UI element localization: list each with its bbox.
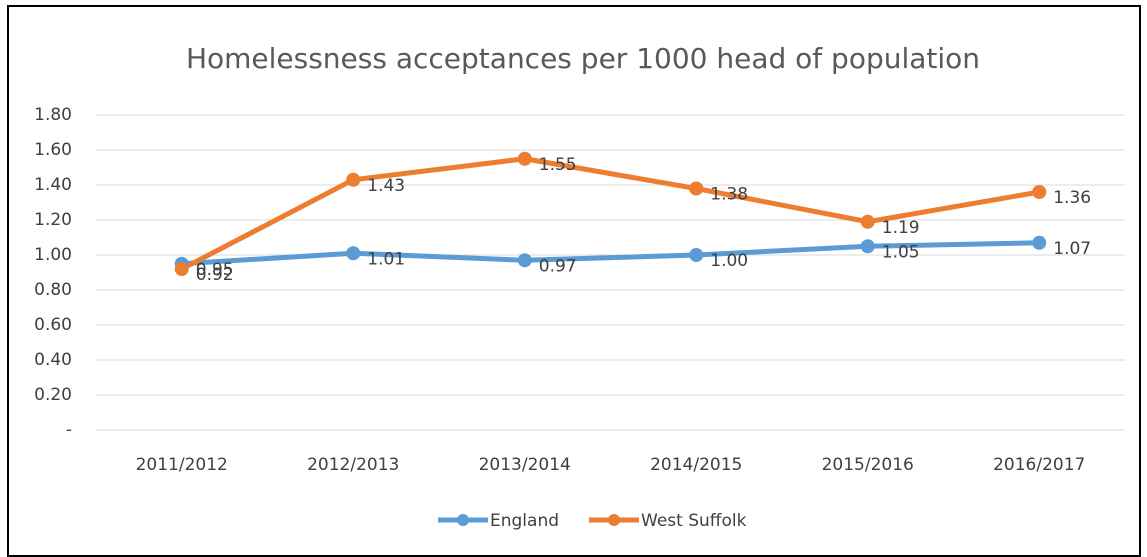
point <box>1032 235 1047 250</box>
data-label: 1.19 <box>882 218 920 238</box>
y-tick-label: 1.20 <box>34 210 72 230</box>
legend-marker <box>608 514 621 526</box>
y-tick-label: 1.40 <box>34 175 72 195</box>
point <box>517 151 532 166</box>
point <box>517 253 532 268</box>
data-label: 1.01 <box>367 249 405 269</box>
x-tick-label: 2014/2015 <box>650 455 742 475</box>
series-line <box>181 240 1040 267</box>
data-label: 1.36 <box>1053 188 1091 208</box>
y-tick-label: 0.60 <box>34 315 72 335</box>
x-tick-label: 2013/2014 <box>479 455 571 475</box>
y-tick-label: 1.60 <box>34 140 72 160</box>
point <box>346 172 361 187</box>
legend-marker <box>457 514 469 526</box>
point <box>689 181 704 196</box>
y-tick-label: 0.40 <box>34 350 72 370</box>
point <box>174 262 189 276</box>
legend-label: West Suffolk <box>641 511 747 531</box>
x-tick-label: 2012/2013 <box>307 455 399 475</box>
point <box>346 246 361 261</box>
point <box>860 214 875 229</box>
y-tick-label: 1.00 <box>34 245 72 265</box>
y-tick-label: 1.80 <box>34 105 72 125</box>
data-label: 1.05 <box>882 242 920 262</box>
data-label: 0.92 <box>196 265 234 285</box>
frame <box>7 5 1141 557</box>
data-label: 1.43 <box>367 176 405 196</box>
data-label: 1.55 <box>539 155 577 175</box>
point <box>689 248 704 262</box>
y-tick-label: 0.80 <box>34 280 72 300</box>
data-label: 1.00 <box>710 251 748 271</box>
x-tick-label: 2011/2012 <box>136 455 228 475</box>
data-label: 0.95 <box>196 260 234 280</box>
data-label: 1.38 <box>710 185 748 205</box>
series-line <box>180 156 1040 272</box>
data-label: 1.07 <box>1053 239 1091 259</box>
data-label: 0.97 <box>539 256 577 276</box>
point <box>1032 185 1047 199</box>
y-tick-label: 0.20 <box>34 385 72 405</box>
chart-title: Homelessness acceptances per 1000 head o… <box>186 42 980 75</box>
x-tick-label: 2016/2017 <box>993 455 1085 475</box>
legend-label: England <box>490 511 559 531</box>
point <box>860 239 875 254</box>
y-tick-label: - <box>66 420 72 440</box>
x-tick-label: 2015/2016 <box>822 455 914 475</box>
